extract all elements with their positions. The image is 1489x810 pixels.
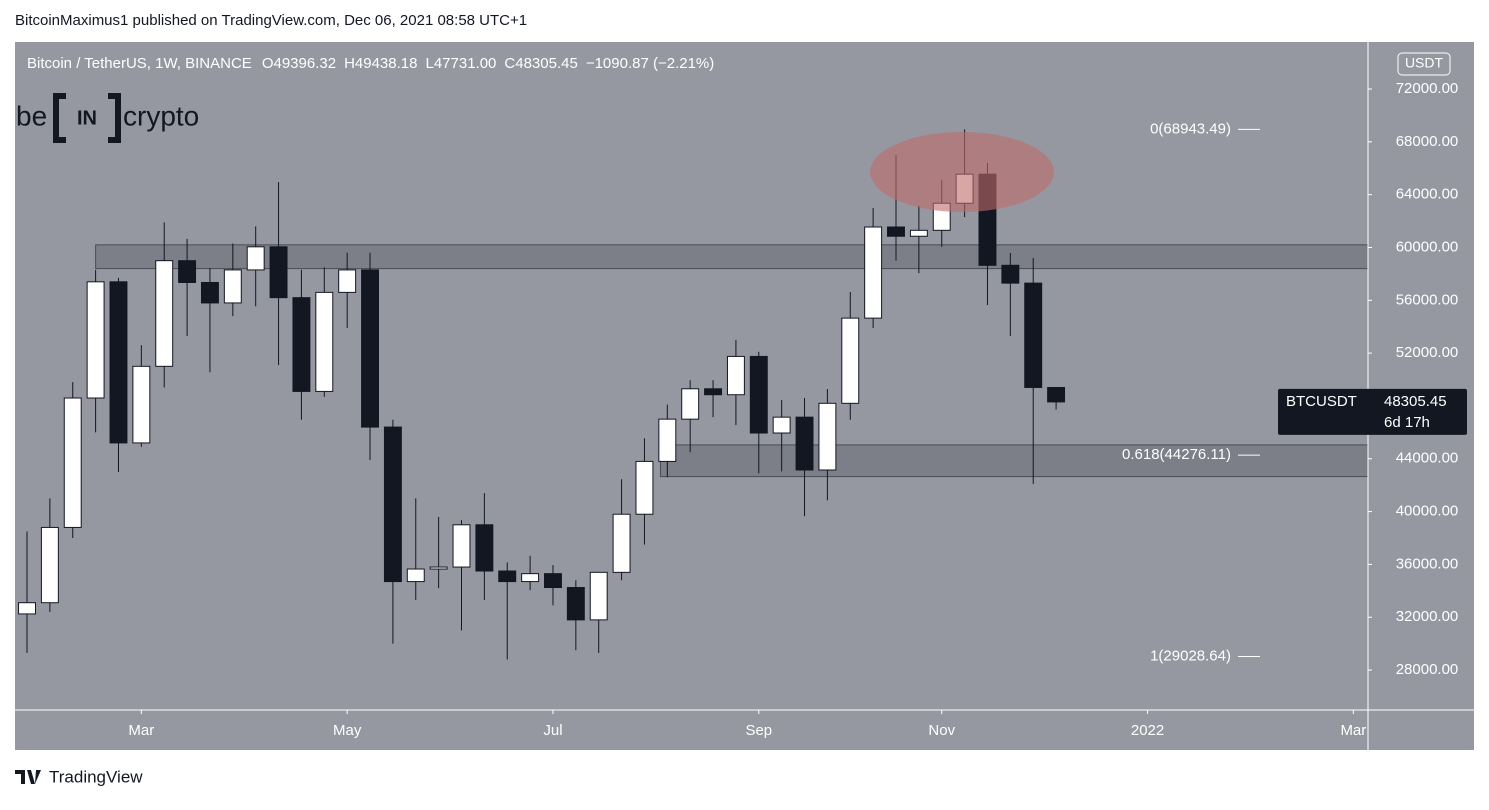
y-tick-label: 72000.00 <box>1396 80 1459 97</box>
candle-body <box>749 355 768 434</box>
x-tick-label: Sep <box>745 722 772 739</box>
y-tick-label: 28000.00 <box>1396 661 1459 678</box>
candle-body <box>841 317 860 404</box>
candle-body <box>498 570 517 583</box>
fib-label: 1(29028.64) <box>1150 647 1231 664</box>
candle-body <box>383 426 402 583</box>
y-tick-label: 56000.00 <box>1396 291 1459 308</box>
y-tick-label: 32000.00 <box>1396 608 1459 625</box>
symbol-title: Bitcoin / TetherUS, 1W, BINANCE <box>27 55 252 72</box>
footer-text: TradingView <box>49 767 143 786</box>
candle-body <box>772 416 791 434</box>
candle-body <box>406 568 425 583</box>
quote-value: 47731.00 <box>434 55 497 72</box>
symbol-label: BTCUSDT <box>1286 393 1357 410</box>
y-tick-label: 68000.00 <box>1396 133 1459 150</box>
y-unit: USDT <box>1405 55 1444 71</box>
quote-value: 48305.45 <box>515 55 578 72</box>
candle-body <box>200 281 219 304</box>
quote-key: C <box>504 55 515 72</box>
candle-body <box>109 281 128 444</box>
candle-body <box>361 269 379 428</box>
x-tick-label: 2022 <box>1131 722 1164 739</box>
candle-body <box>246 246 265 271</box>
tv-logo-icon <box>15 770 41 784</box>
candle-body <box>612 513 631 573</box>
zone <box>659 444 1369 478</box>
x-tick-label: Mar <box>128 722 154 739</box>
candle-body <box>521 573 540 583</box>
candle-body <box>18 602 36 615</box>
y-tick-label: 52000.00 <box>1396 344 1459 361</box>
y-tick-label: 64000.00 <box>1396 186 1459 203</box>
quote-key: L <box>425 55 433 72</box>
candle-body <box>315 291 334 392</box>
quote-value: 49438.18 <box>355 55 418 72</box>
candle-body <box>178 260 197 283</box>
y-tick-label: 40000.00 <box>1396 503 1459 520</box>
candle-body <box>1001 264 1020 284</box>
candle-body <box>40 526 59 604</box>
candle-body <box>589 571 608 621</box>
last-price: 48305.45 <box>1384 393 1447 410</box>
candle-body <box>1047 387 1066 403</box>
candle-body <box>681 388 700 420</box>
quote-key: O <box>262 55 274 72</box>
candle-body <box>63 397 82 528</box>
logo: be IN crypto <box>16 93 199 143</box>
candle-body <box>475 524 494 572</box>
candle-body <box>704 388 723 396</box>
logo-in: IN <box>77 107 97 129</box>
candle-body <box>658 418 677 462</box>
candle-body <box>269 246 288 299</box>
publisher: BitcoinMaximus1 published on TradingView… <box>15 12 527 29</box>
footer: TradingView <box>15 767 143 786</box>
x-tick-label: Nov <box>928 722 955 739</box>
x-tick-label: May <box>333 722 362 739</box>
chart-title: Bitcoin / TetherUS, 1W, BINANCE O49396.32… <box>27 55 714 72</box>
quote-change: −1090.87 (−2.21%) <box>586 55 714 72</box>
candle-body <box>452 524 471 568</box>
candle-body <box>1024 282 1043 388</box>
chart-bg <box>15 42 1474 750</box>
quote-value: 49396.32 <box>273 55 336 72</box>
logo-brackets <box>53 93 121 143</box>
quote-key: H <box>344 55 355 72</box>
candle-body <box>292 297 311 392</box>
fib-label: 0(68943.49) <box>1150 120 1231 137</box>
x-tick-label: Jul <box>543 722 562 739</box>
logo-crypto: crypto <box>123 100 199 131</box>
highlight-ellipse <box>870 132 1054 212</box>
candle-body <box>544 573 562 589</box>
candle-body <box>566 587 585 621</box>
candle-body <box>818 402 837 471</box>
candle-body <box>864 226 883 319</box>
fib-label: 0.618(44276.11) <box>1122 446 1231 463</box>
candle-body <box>909 229 928 237</box>
price-label-bg <box>1278 388 1467 435</box>
unit-box <box>1397 52 1451 76</box>
candle-body <box>635 460 654 515</box>
countdown: 6d 17h <box>1384 414 1430 431</box>
candle-body <box>132 365 151 444</box>
candle-body <box>223 269 242 304</box>
y-tick-label: 44000.00 <box>1396 450 1459 467</box>
x-tick-label: Mar <box>1340 722 1366 739</box>
candle-body <box>86 281 105 399</box>
candle-body <box>338 269 357 293</box>
y-tick-label: 36000.00 <box>1396 555 1459 572</box>
candle-body <box>429 566 448 570</box>
candle-body <box>726 355 745 396</box>
candle-body <box>887 226 905 237</box>
candle-body <box>155 260 174 367</box>
logo-be: be <box>16 100 47 131</box>
y-tick-label: 60000.00 <box>1396 238 1459 255</box>
candle-body <box>795 416 814 471</box>
